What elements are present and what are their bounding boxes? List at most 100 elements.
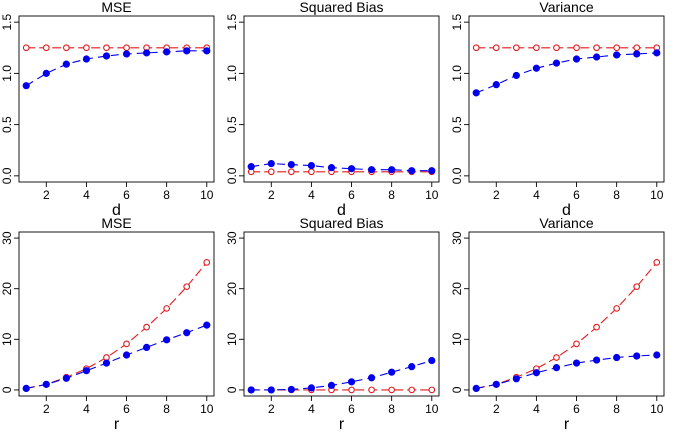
data-point	[532, 64, 541, 72]
data-point	[307, 384, 316, 392]
data-point	[83, 44, 90, 52]
data-point	[22, 384, 30, 393]
data-point	[553, 354, 560, 361]
data-point	[267, 168, 275, 176]
y-tick-label: 1.0	[225, 65, 239, 82]
data-point	[408, 167, 416, 175]
x-tick-label: 4	[308, 402, 315, 416]
panel-3: Variance 2 4 6 8 10 d 0.0 0.5 1.0 1.5	[450, 0, 665, 219]
data-point	[143, 323, 150, 331]
data-point	[408, 386, 416, 394]
data-point	[102, 52, 111, 60]
data-point	[183, 283, 191, 291]
panel-5: Squared Bias 2 4 6 8 10 r 0 10 20 30	[225, 215, 440, 433]
data-point	[388, 166, 396, 174]
data-point	[163, 48, 171, 56]
data-point	[183, 47, 191, 55]
data-point	[613, 51, 621, 59]
x-tick-label: 2	[43, 402, 50, 416]
data-point	[613, 353, 621, 362]
panel-title: MSE	[101, 215, 131, 231]
data-point	[388, 386, 396, 394]
y-tick-label: 0.0	[225, 167, 239, 184]
panel-2: Squared Bias 2 4 6 8 10 d 0.0 0.5 1.0 1.5	[225, 0, 440, 219]
data-point	[388, 368, 396, 376]
panel-6: Variance 2 4 6 8 10 r 0 10 20 30	[450, 215, 665, 433]
data-point	[472, 44, 480, 52]
data-point	[247, 386, 255, 394]
x-tick-label: 8	[163, 188, 170, 202]
data-point	[408, 363, 416, 371]
data-point	[472, 384, 480, 393]
panel-1: MSE 2 4 6 8 10 d 0.0 0.5 1.0 1.5	[0, 0, 215, 219]
series-open-red	[472, 44, 661, 52]
data-point	[472, 89, 480, 97]
data-point	[572, 55, 581, 63]
x-tick-label: 10	[650, 188, 664, 202]
x-tick-label: 8	[163, 402, 170, 416]
panel-4: MSE 2 4 6 8 10 r 0 10 20 30	[0, 215, 215, 433]
x-tick-label: 8	[388, 402, 395, 416]
data-point	[653, 259, 661, 266]
data-point	[327, 164, 336, 172]
x-tick-label: 10	[200, 402, 214, 416]
data-point	[512, 71, 520, 80]
panel-title: MSE	[101, 0, 131, 15]
data-point	[287, 168, 295, 176]
x-tick-label: 6	[123, 188, 130, 202]
data-point	[573, 44, 580, 52]
series-line	[251, 163, 432, 172]
data-point	[103, 354, 110, 361]
x-axis-label: d	[112, 202, 121, 219]
data-point	[512, 44, 520, 52]
y-tick-label: 30	[450, 231, 464, 245]
data-point	[308, 168, 315, 176]
x-axis-label: d	[337, 202, 346, 219]
x-tick-label: 10	[650, 402, 664, 416]
data-point	[163, 336, 171, 344]
data-point	[62, 374, 70, 382]
data-point	[633, 44, 641, 52]
data-point	[348, 386, 355, 394]
data-point	[593, 323, 600, 331]
data-point	[347, 378, 356, 386]
data-point	[613, 305, 621, 312]
x-tick-label: 4	[83, 402, 90, 416]
data-point	[62, 44, 70, 52]
data-point	[552, 59, 561, 67]
series-open-red	[22, 44, 211, 52]
x-tick-label: 6	[573, 188, 580, 202]
y-tick-label: 0	[225, 386, 239, 393]
plot-frame	[468, 15, 665, 183]
data-point	[512, 375, 520, 383]
data-point	[573, 340, 580, 348]
data-point	[633, 283, 641, 291]
data-point	[267, 386, 275, 394]
data-point	[287, 385, 295, 394]
y-tick-label: 0.0	[450, 167, 464, 184]
x-axis-label: d	[562, 202, 571, 219]
data-point	[247, 163, 255, 171]
series-filled-blue	[22, 321, 211, 393]
y-tick-label: 20	[450, 282, 464, 296]
x-tick-label: 2	[268, 188, 275, 202]
x-tick-label: 10	[425, 188, 439, 202]
x-tick-label: 2	[493, 402, 500, 416]
data-point	[368, 386, 375, 394]
data-point	[367, 374, 376, 382]
series-open-red	[247, 168, 436, 176]
plot-frame	[468, 231, 665, 397]
data-point	[347, 165, 356, 173]
data-point	[428, 356, 436, 365]
data-point	[42, 44, 50, 52]
x-tick-label: 8	[613, 402, 620, 416]
x-tick-label: 8	[613, 188, 620, 202]
series-line	[476, 354, 657, 389]
y-tick-label: 1.0	[450, 65, 464, 82]
data-point	[142, 49, 151, 57]
panel-title: Squared Bias	[299, 0, 383, 15]
data-point	[653, 49, 661, 57]
y-tick-label: 20	[225, 282, 239, 296]
plot-frame	[243, 231, 440, 397]
